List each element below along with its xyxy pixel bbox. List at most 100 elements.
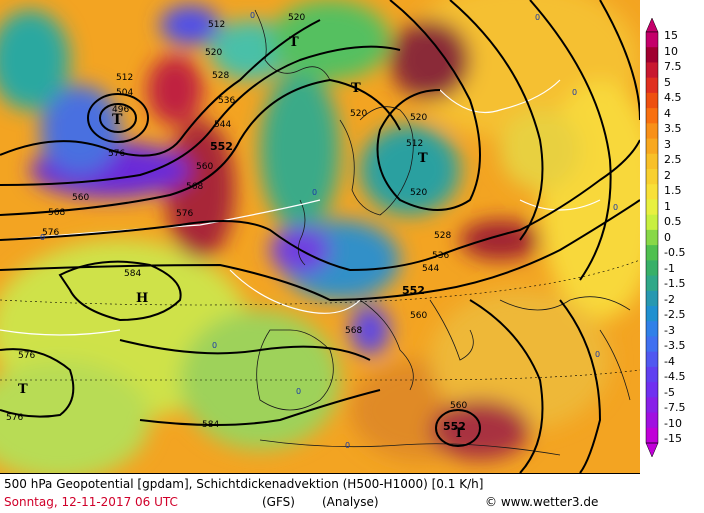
colorbar-swatch (646, 169, 658, 185)
colorbar-tick-label: -2.5 (664, 308, 686, 321)
colorbar-swatch (646, 184, 658, 200)
colorbar-swatch (646, 77, 658, 94)
contour-label: 560 (450, 401, 467, 411)
high-marker: H (136, 291, 148, 306)
colorbar-tick-label: -1 (664, 261, 675, 275)
zero-label: 0 (572, 88, 577, 97)
colorbar-arrow-bottom (645, 442, 659, 458)
caption-title: 500 hPa Geopotential [gpdam], Schichtdic… (4, 477, 484, 491)
colorbar-swatch (646, 123, 658, 140)
colorbar-swatch (646, 366, 658, 383)
contour-label: 560 (410, 311, 427, 321)
zero-label: 0 (345, 441, 350, 450)
contour-label: 528 (434, 231, 451, 241)
low-marker: T (112, 112, 123, 128)
contour-label: 520 (410, 113, 427, 123)
colorbar-swatch (646, 153, 658, 170)
zero-label: 0 (613, 203, 618, 212)
contour-label: 512 (406, 139, 423, 149)
colorbar-tick-label: 4.5 (664, 91, 682, 104)
colorbar-tick-label: -2 (664, 292, 675, 306)
contour-label: 544 (214, 120, 231, 130)
contour-label: 520 (288, 13, 305, 23)
contour-label: 560 (72, 193, 89, 203)
colorbar-tick-label: 10 (664, 44, 678, 58)
copyright-site[interactable]: www.wetter3.de (500, 495, 599, 509)
colorbar-swatch (646, 214, 658, 231)
colorbar-swatch (646, 306, 658, 322)
contour-label: 576 (18, 351, 35, 361)
colorbar-swatch (646, 199, 658, 216)
zero-label: 0 (250, 11, 255, 20)
contour-label: 536 (432, 251, 449, 261)
colorbar-swatch (646, 321, 658, 337)
contour-label: 520 (410, 188, 427, 198)
colorbar-swatch (646, 382, 658, 398)
colorbar-swatch (646, 336, 658, 353)
contour-label: 504 (116, 88, 133, 98)
colorbar-tick-label: -0.5 (664, 246, 686, 259)
contour-label: 568 (345, 326, 362, 336)
contour-label: 520 (350, 109, 367, 119)
colorbar-tick-label: 2 (664, 168, 671, 182)
caption-model: (GFS) (262, 495, 295, 509)
low-marker: T (351, 81, 361, 96)
colorbar-tick-label: -5 (664, 385, 675, 399)
colorbar-scale (645, 17, 659, 458)
low-marker: T (289, 35, 299, 50)
caption-copyright[interactable]: © www.wetter3.de (485, 495, 598, 509)
colorbar-swatch (646, 245, 658, 261)
contour-label: 584 (124, 269, 141, 279)
colorbar-swatch (646, 397, 658, 414)
colorbar-swatch (646, 47, 658, 63)
contour-label: 576 (6, 413, 23, 423)
contour-label: 496 (112, 105, 129, 115)
zero-label: 0 (212, 341, 217, 350)
colorbar-swatch (646, 275, 658, 292)
colorbar-tick-label: 0.5 (664, 215, 682, 228)
colorbar-swatch (646, 290, 658, 307)
colorbar-tick-label: 0 (664, 230, 671, 244)
colorbar-swatch (646, 138, 658, 155)
colorbar-tick-label: -4.5 (664, 370, 686, 383)
low-marker: T (418, 151, 428, 166)
colorbar-swatch (646, 260, 658, 277)
colorbar: 15 10 7.5 5 4.5 4 3.5 3 2.5 2 1.5 1 0.5 0 -0.5 -1 -1.5 -2… (640, 0, 704, 473)
contour-label: 552 (402, 284, 425, 297)
colorbar-swatch (646, 229, 658, 246)
colorbar-tick-label: -1.5 (664, 277, 686, 290)
colorbar-tick-label: 15 (664, 29, 678, 42)
colorbar-tick-label: 1 (664, 199, 671, 213)
contour-label: 552 (443, 420, 466, 433)
caption-date: Sonntag, 12-11-2017 06 UTC (4, 495, 178, 509)
low-marker: T (18, 382, 28, 397)
colorbar-tick-label: 3.5 (664, 122, 682, 135)
contour-label: 512 (116, 73, 133, 83)
colorbar-swatch (646, 427, 658, 444)
colorbar-swatch (646, 412, 658, 429)
colorbar-tick-label: 3 (664, 137, 671, 151)
contour-label: 512 (208, 20, 225, 30)
colorbar-tick-label: -10 (664, 416, 682, 430)
caption-bar: 500 hPa Geopotential [gpdam], Schichtdic… (0, 473, 640, 513)
colorbar-tick-label: 5 (664, 75, 671, 89)
contour-label: 560 (196, 162, 213, 172)
zero-label: 0 (296, 387, 301, 396)
colorbar-tick-label: -3.5 (664, 339, 686, 352)
contour-label: 536 (218, 96, 235, 106)
colorbar-tick-label: -4 (664, 354, 675, 368)
zero-label: 0 (535, 13, 540, 22)
colorbar-tick-label: -3 (664, 323, 675, 337)
low-marker: T (454, 426, 464, 441)
colorbar-frame (645, 31, 659, 444)
colorbar-arrow-top (645, 17, 659, 33)
contour-label: 552 (210, 140, 233, 153)
colorbar-tick-label: 1.5 (664, 184, 682, 197)
colorbar-swatch (646, 62, 658, 79)
copyright-icon: © (485, 495, 497, 509)
colorbar-swatch (646, 32, 658, 48)
contour-label: 528 (212, 71, 229, 81)
contour-label: 544 (422, 264, 439, 274)
colorbar-swatch (646, 108, 658, 124)
colorbar-swatch (646, 92, 658, 109)
